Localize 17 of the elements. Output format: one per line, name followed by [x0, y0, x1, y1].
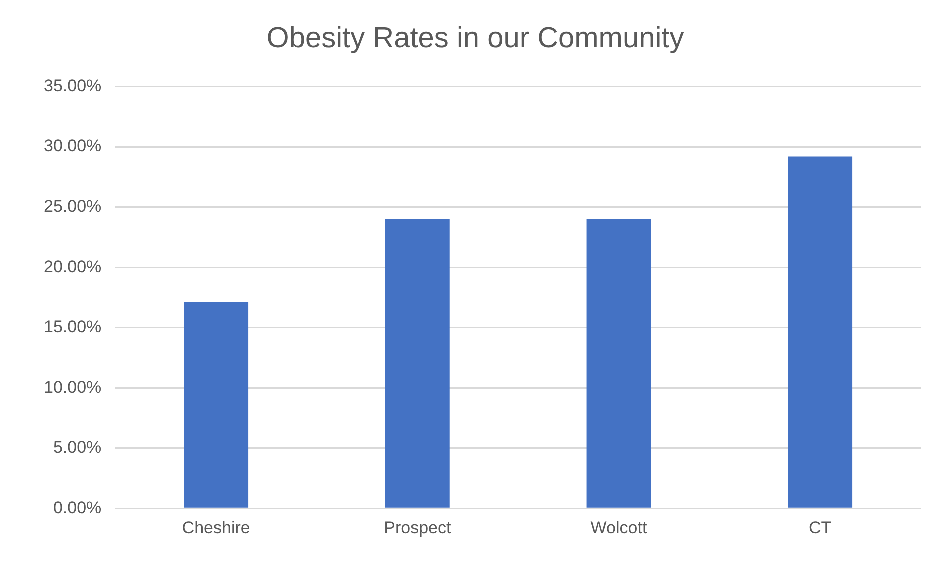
- y-tick-label: 30.00%: [44, 136, 102, 156]
- chart-title: Obesity Rates in our Community: [266, 22, 685, 54]
- y-tick-label: 0.00%: [53, 498, 102, 518]
- bar: [788, 156, 853, 508]
- x-tick-label: CT: [808, 518, 832, 538]
- y-tick-label: 10.00%: [44, 378, 102, 397]
- y-tick-label: 35.00%: [44, 76, 102, 96]
- x-tick-label: Wolcott: [590, 518, 648, 538]
- x-tick-label: Prospect: [384, 518, 452, 538]
- x-tick-label: Cheshire: [182, 518, 250, 538]
- y-tick-label: 15.00%: [44, 318, 102, 337]
- y-tick-label: 5.00%: [53, 438, 102, 458]
- y-tick-label: 25.00%: [44, 197, 102, 216]
- bar: [586, 219, 652, 508]
- bar: [184, 302, 249, 508]
- bar: [385, 219, 450, 508]
- y-tick-label: 20.00%: [44, 257, 102, 276]
